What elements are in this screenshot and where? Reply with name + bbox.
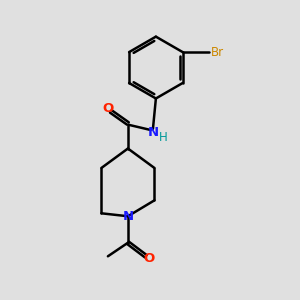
Text: H: H xyxy=(159,131,168,144)
Text: N: N xyxy=(122,210,134,223)
Text: O: O xyxy=(143,252,154,266)
Text: N: N xyxy=(147,126,158,139)
Text: Br: Br xyxy=(211,46,224,59)
Text: O: O xyxy=(103,102,114,115)
